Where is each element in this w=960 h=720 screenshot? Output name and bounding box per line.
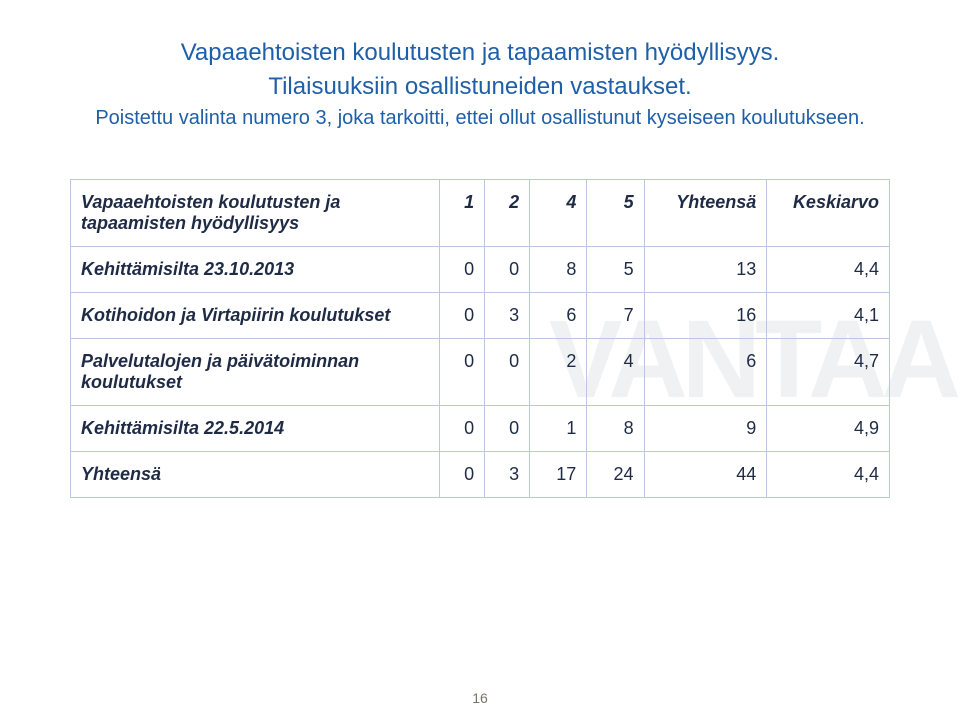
footer-cell: 4,4	[767, 452, 890, 498]
table-row: Kehittämisilta 23.10.2013 0 0 8 5 13 4,4	[71, 247, 890, 293]
footer-cell: 3	[485, 452, 530, 498]
cell: 0	[440, 339, 485, 406]
cell: 6	[530, 293, 587, 339]
cell: 4,7	[767, 339, 890, 406]
cell: 6	[644, 339, 767, 406]
footer-cell: 17	[530, 452, 587, 498]
title-line-1: Vapaaehtoisten koulutusten ja tapaamiste…	[70, 36, 890, 70]
table-row: Palvelutalojen ja päivätoiminnan koulutu…	[71, 339, 890, 406]
cell: 5	[587, 247, 644, 293]
col-header: 5	[587, 180, 644, 247]
cell: 0	[485, 247, 530, 293]
row-label: Kehittämisilta 22.5.2014	[71, 406, 440, 452]
data-table: Vapaaehtoisten koulutusten ja tapaamiste…	[70, 179, 890, 498]
page-number: 16	[472, 690, 488, 706]
cell: 8	[530, 247, 587, 293]
row-label: Kotihoidon ja Virtapiirin koulutukset	[71, 293, 440, 339]
table-row: Kehittämisilta 22.5.2014 0 0 1 8 9 4,9	[71, 406, 890, 452]
col-header: Yhteensä	[644, 180, 767, 247]
footer-cell: 44	[644, 452, 767, 498]
footer-cell: 24	[587, 452, 644, 498]
row-label: Palvelutalojen ja päivätoiminnan koulutu…	[71, 339, 440, 406]
title-line-3: Poistettu valinta numero 3, joka tarkoit…	[70, 103, 890, 133]
cell: 2	[530, 339, 587, 406]
cell: 4,4	[767, 247, 890, 293]
title-block: Vapaaehtoisten koulutusten ja tapaamiste…	[70, 36, 890, 133]
col-header: 4	[530, 180, 587, 247]
cell: 0	[485, 339, 530, 406]
cell: 0	[440, 406, 485, 452]
cell: 7	[587, 293, 644, 339]
cell: 9	[644, 406, 767, 452]
title-line-2: Tilaisuuksiin osallistuneiden vastaukset…	[70, 70, 890, 104]
col-header: 2	[485, 180, 530, 247]
table-row: Kotihoidon ja Virtapiirin koulutukset 0 …	[71, 293, 890, 339]
cell: 8	[587, 406, 644, 452]
col-header: Keskiarvo	[767, 180, 890, 247]
row-label: Kehittämisilta 23.10.2013	[71, 247, 440, 293]
cell: 3	[485, 293, 530, 339]
footer-label: Yhteensä	[71, 452, 440, 498]
footer-cell: 0	[440, 452, 485, 498]
cell: 0	[440, 293, 485, 339]
cell: 0	[440, 247, 485, 293]
table-footer-row: Yhteensä 0 3 17 24 44 4,4	[71, 452, 890, 498]
slide-content: Vapaaehtoisten koulutusten ja tapaamiste…	[0, 0, 960, 498]
cell: 0	[485, 406, 530, 452]
cell: 16	[644, 293, 767, 339]
cell: 4	[587, 339, 644, 406]
cell: 13	[644, 247, 767, 293]
header-rowlabel: Vapaaehtoisten koulutusten ja tapaamiste…	[71, 180, 440, 247]
cell: 4,9	[767, 406, 890, 452]
col-header: 1	[440, 180, 485, 247]
table-header-row: Vapaaehtoisten koulutusten ja tapaamiste…	[71, 180, 890, 247]
cell: 1	[530, 406, 587, 452]
cell: 4,1	[767, 293, 890, 339]
